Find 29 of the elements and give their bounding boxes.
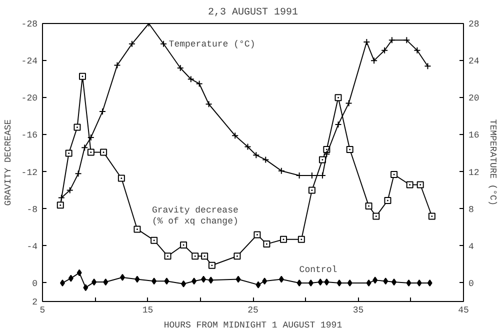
y-tick-label: -20 [21,94,38,104]
y-tick-label: -28 [21,20,38,30]
y-tick-label: -16 [21,130,38,141]
x-tick-label: 15 [142,306,154,316]
y2-tick-label: 28 [468,20,480,30]
y2-tick-label: 4 [468,242,474,252]
x-axis-title: HOURS FROM MIDNIGHT 1 AUGUST 1991 [164,320,342,330]
y-axis-title: GRAVITY DECREASE [3,119,14,206]
series-label: Control [299,264,338,275]
y2-tick-label: 20 [468,94,480,104]
y-tick-label: -8 [26,204,38,215]
y-tick-label: -24 [21,56,38,67]
y-tick-label: -4 [26,242,38,252]
series-label: Gravity decrease (% of xq change) [152,205,238,226]
y-tick-label: -12 [21,168,38,178]
chart-title: 2,3 AUGUST 1991 [208,8,298,18]
y2-tick-label: 8 [468,204,474,215]
series-label: Temperature (°C) [168,40,256,50]
x-tick-label: 35 [352,306,364,316]
y2-tick-label: 16 [468,130,480,141]
y-tick-label: 2 [32,298,38,308]
y2-tick-label: 12 [468,168,480,178]
x-tick-label: 25 [248,306,258,316]
y2-tick-label: 24 [468,56,480,67]
y2-tick-label: 0 [468,278,474,289]
y2-axis-title: TEMPERATURE (°C) [487,119,498,206]
x-tick-label: 45 [458,306,469,316]
x-tick-label: 5 [40,306,46,316]
y-tick-label: 0 [32,278,38,289]
